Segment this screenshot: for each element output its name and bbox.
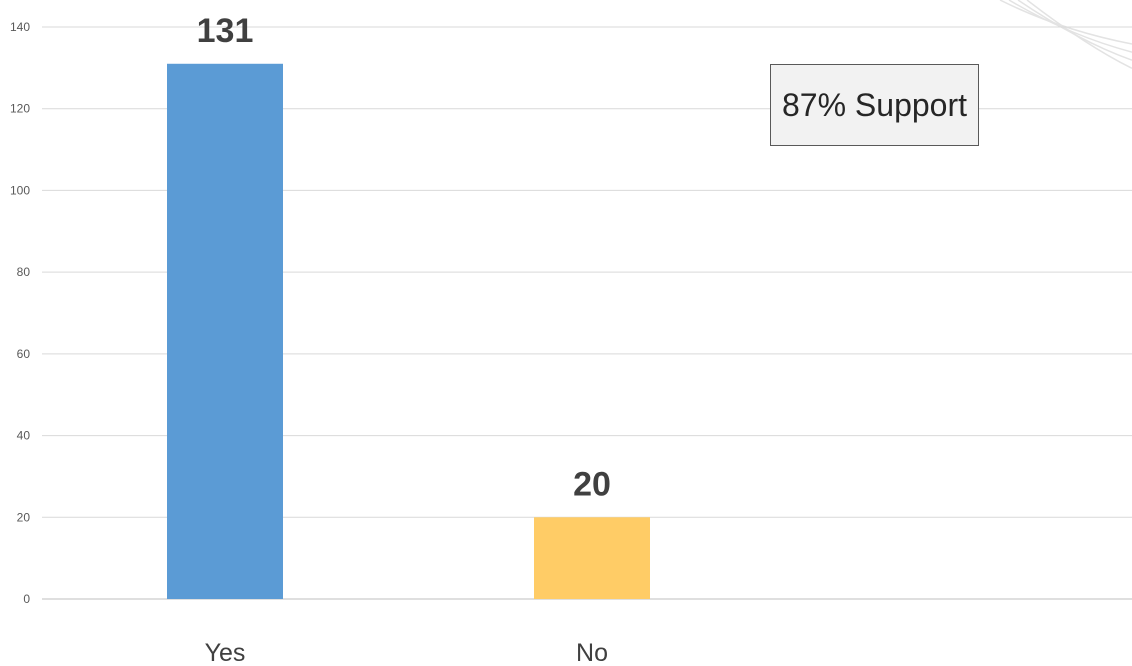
data-label-yes: 131	[197, 12, 254, 50]
y-tick-label-100: 100	[10, 183, 30, 197]
data-label-no: 20	[573, 465, 611, 503]
bar-yes	[167, 63, 283, 600]
support-annotation: 87% Support	[770, 64, 979, 146]
decorative-arc-4	[1026, 0, 1132, 69]
category-label-no: No	[576, 639, 608, 666]
y-tick-label-60: 60	[17, 347, 31, 361]
y-tick-label-40: 40	[17, 429, 31, 443]
data-labels: 131 20	[197, 12, 611, 504]
y-tick-label-120: 120	[10, 102, 30, 116]
support-annotation-text: 87% Support	[781, 86, 967, 123]
y-tick-label-20: 20	[17, 510, 31, 524]
y-tick-label-140: 140	[10, 20, 30, 34]
bars	[167, 63, 650, 600]
x-axis: Yes No	[205, 639, 608, 666]
y-axis: 0 20 40 60 80 100 120 140	[10, 20, 30, 606]
decorative-arc-2	[1008, 0, 1132, 53]
bar-no	[534, 517, 650, 599]
y-tick-label-0: 0	[23, 592, 30, 606]
decorative-arcs	[999, 0, 1132, 69]
category-label-yes: Yes	[205, 639, 246, 666]
y-tick-label-80: 80	[17, 265, 31, 279]
